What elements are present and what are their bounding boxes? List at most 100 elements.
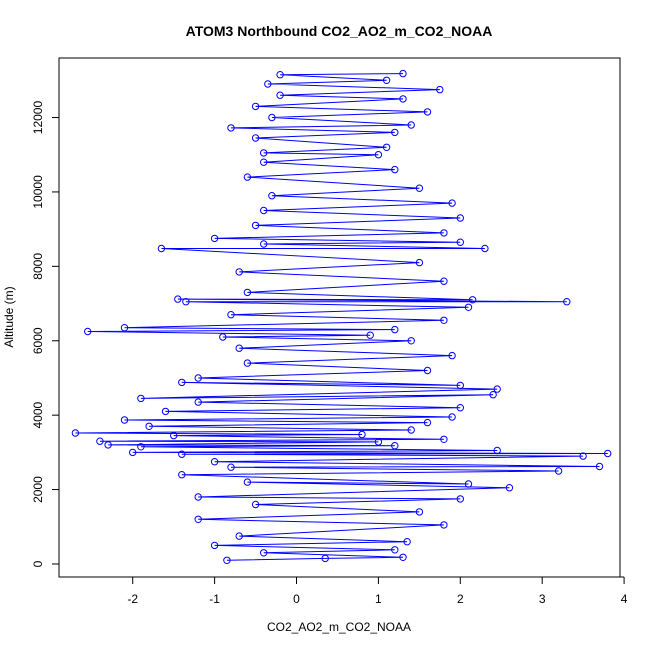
- data-point: [436, 85, 444, 94]
- data-point: [399, 553, 407, 561]
- data-point: [243, 359, 252, 367]
- data-point: [161, 407, 170, 416]
- x-tick-label: -1: [209, 592, 220, 606]
- data-point: [391, 325, 399, 334]
- data-point: [407, 426, 415, 434]
- y-axis-label: Altitude (m): [2, 286, 16, 347]
- data-point: [464, 303, 473, 311]
- y-tick-label: 6000: [31, 327, 45, 354]
- x-tick-label: 1: [375, 592, 382, 606]
- data-point: [157, 244, 166, 253]
- data-point: [227, 463, 235, 471]
- data-point: [137, 394, 145, 403]
- data-point: [235, 344, 243, 352]
- data-point: [481, 244, 489, 253]
- data-point: [235, 532, 243, 540]
- data-point: [178, 450, 186, 458]
- data-point: [145, 422, 153, 430]
- data-point: [321, 554, 329, 563]
- data-point: [391, 128, 399, 137]
- x-tick-label: 4: [621, 592, 628, 606]
- data-point: [415, 508, 424, 516]
- data-point: [219, 333, 227, 341]
- data-point: [268, 113, 276, 122]
- data-layer: [71, 69, 612, 564]
- data-point: [264, 80, 272, 88]
- data-point: [174, 295, 182, 303]
- data-point: [554, 467, 563, 475]
- data-point: [137, 443, 145, 451]
- y-tick-label: 12000: [31, 101, 45, 135]
- data-point: [493, 446, 501, 455]
- data-point: [210, 234, 219, 243]
- data-point: [251, 102, 260, 111]
- data-point: [366, 331, 374, 339]
- x-tick-label: 0: [293, 592, 300, 606]
- data-point: [210, 458, 219, 466]
- data-point: [391, 442, 399, 450]
- data-point: [440, 435, 448, 443]
- data-point: [407, 337, 415, 345]
- data-point: [448, 351, 456, 360]
- data-point: [440, 521, 448, 529]
- data-point: [415, 184, 424, 192]
- data-point: [243, 288, 252, 297]
- data-point: [227, 124, 235, 132]
- data-point: [178, 378, 186, 387]
- data-point: [468, 296, 477, 304]
- data-point: [440, 229, 448, 237]
- data-point: [423, 418, 432, 427]
- data-point: [71, 429, 80, 437]
- chart-title: ATOM3 Northbound CO2_AO2_m_CO2_NOAA: [186, 23, 493, 39]
- data-point: [374, 438, 383, 446]
- data-point: [260, 206, 268, 215]
- data-point: [563, 298, 571, 306]
- data-point: [260, 549, 268, 557]
- data-point: [456, 214, 464, 222]
- data-point: [464, 480, 473, 488]
- data-point: [423, 108, 432, 116]
- data-point: [448, 413, 456, 421]
- data-point: [194, 398, 202, 406]
- data-point: [489, 391, 497, 399]
- data-point: [178, 471, 186, 479]
- data-point: [391, 546, 399, 554]
- data-point: [120, 324, 129, 332]
- data-point: [243, 478, 252, 486]
- data-point: [210, 541, 219, 550]
- series-line: [75, 73, 608, 561]
- data-point: [104, 441, 112, 449]
- data-point: [456, 381, 464, 390]
- data-point: [235, 268, 243, 276]
- data-point: [399, 95, 407, 103]
- data-point: [129, 448, 137, 457]
- data-point: [358, 430, 366, 439]
- data-point: [579, 452, 587, 460]
- x-tick-label: 3: [539, 592, 546, 606]
- data-point: [260, 240, 268, 248]
- data-point: [276, 91, 284, 99]
- data-point: [399, 69, 407, 78]
- data-point: [223, 556, 231, 564]
- data-point: [84, 327, 92, 336]
- data-point: [268, 192, 276, 200]
- data-point: [260, 158, 268, 166]
- data-point: [251, 221, 260, 230]
- data-point: [251, 500, 260, 509]
- data-point: [276, 71, 284, 79]
- y-tick-label: 0: [31, 560, 45, 567]
- data-point: [505, 484, 514, 492]
- x-axis: -2 -1 0 1 2 3 4: [127, 576, 628, 606]
- data-point: [604, 449, 612, 458]
- y-tick-label: 8000: [31, 253, 45, 280]
- data-point: [382, 76, 391, 85]
- data-point: [493, 385, 501, 393]
- data-point: [194, 515, 202, 523]
- data-point: [407, 121, 415, 129]
- data-point: [243, 173, 252, 181]
- data-point: [96, 437, 104, 445]
- data-point: [170, 431, 178, 440]
- data-point: [382, 143, 391, 152]
- data-point: [448, 199, 456, 207]
